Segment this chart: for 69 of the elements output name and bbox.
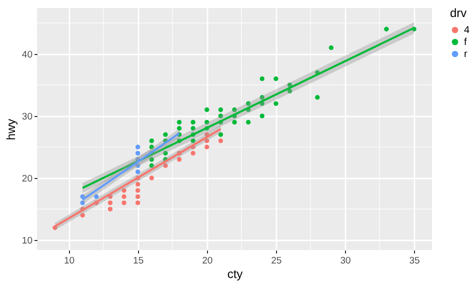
x-tick-label: 25 bbox=[271, 256, 282, 266]
point bbox=[135, 169, 140, 174]
point bbox=[328, 45, 334, 50]
point bbox=[149, 176, 154, 180]
x-tick-label: 15 bbox=[133, 256, 144, 266]
x-tick-label: 10 bbox=[64, 256, 75, 266]
point bbox=[218, 138, 224, 144]
point bbox=[218, 132, 224, 137]
point bbox=[163, 132, 168, 137]
point bbox=[176, 120, 182, 125]
x-tick-label: 20 bbox=[202, 256, 213, 266]
point bbox=[163, 163, 168, 168]
point bbox=[135, 200, 140, 206]
point bbox=[135, 144, 140, 150]
point bbox=[246, 120, 251, 125]
point bbox=[122, 188, 126, 193]
point bbox=[260, 76, 264, 82]
y-tick-label: 10 bbox=[22, 236, 32, 247]
point bbox=[260, 95, 264, 100]
point bbox=[94, 194, 99, 199]
point bbox=[246, 101, 251, 106]
point bbox=[190, 138, 196, 144]
legend-title: drv bbox=[450, 6, 467, 20]
point bbox=[218, 114, 224, 118]
point bbox=[149, 144, 154, 150]
point bbox=[287, 88, 292, 94]
point bbox=[315, 95, 320, 100]
point bbox=[149, 163, 154, 168]
legend-label: r bbox=[464, 49, 468, 60]
point bbox=[274, 101, 278, 106]
point bbox=[122, 194, 126, 199]
x-tick-label: 30 bbox=[340, 256, 351, 266]
point bbox=[108, 206, 113, 212]
point bbox=[80, 200, 85, 206]
point bbox=[135, 150, 140, 156]
point bbox=[149, 138, 154, 144]
point bbox=[80, 212, 85, 218]
point bbox=[384, 26, 389, 32]
point bbox=[204, 144, 210, 150]
point bbox=[135, 182, 140, 187]
point bbox=[176, 157, 182, 162]
point bbox=[260, 114, 264, 118]
point bbox=[122, 200, 126, 206]
point bbox=[204, 107, 210, 112]
point bbox=[108, 200, 113, 206]
y-tick-label: 40 bbox=[22, 49, 32, 60]
point bbox=[190, 120, 196, 125]
y-tick-label: 20 bbox=[22, 174, 32, 185]
point bbox=[135, 194, 140, 199]
legend-label: f bbox=[464, 37, 467, 48]
point bbox=[190, 126, 196, 131]
y-axis-title: hwy bbox=[4, 118, 18, 140]
point bbox=[135, 188, 140, 193]
point bbox=[190, 150, 196, 156]
point bbox=[287, 82, 292, 88]
point bbox=[204, 120, 210, 125]
point bbox=[204, 138, 210, 144]
x-tick-label: 35 bbox=[409, 256, 420, 266]
point bbox=[232, 120, 237, 125]
legend-label: 4 bbox=[464, 25, 470, 36]
point bbox=[274, 76, 278, 82]
x-axis-title: cty bbox=[227, 267, 243, 281]
point bbox=[176, 126, 182, 131]
point bbox=[232, 107, 237, 112]
point bbox=[163, 150, 168, 156]
point bbox=[149, 157, 154, 162]
y-tick-label: 30 bbox=[22, 111, 32, 122]
point bbox=[135, 163, 140, 168]
point bbox=[218, 107, 224, 112]
